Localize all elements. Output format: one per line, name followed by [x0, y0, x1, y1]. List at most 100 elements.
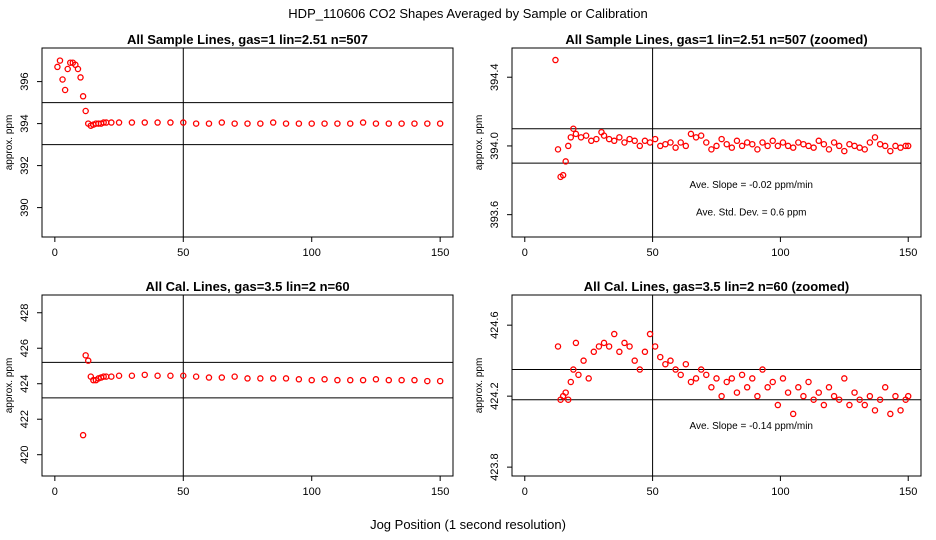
data-point — [74, 65, 82, 73]
data-point — [180, 119, 187, 126]
data-point — [411, 376, 418, 384]
panel-title: All Sample Lines, gas=1 lin=2.51 n=507 (… — [565, 32, 867, 47]
x-tick-label: 100 — [303, 247, 321, 259]
data-point — [800, 392, 807, 400]
data-point — [572, 339, 580, 347]
data-point — [764, 384, 771, 391]
data-point — [856, 396, 863, 403]
data-point — [334, 376, 341, 384]
data-point — [876, 396, 884, 403]
data-point — [692, 375, 700, 382]
data-point — [564, 396, 572, 403]
data-point — [851, 142, 858, 150]
data-point — [759, 366, 766, 373]
data-point — [244, 120, 251, 127]
chart-panel-2: All Sample Lines, gas=1 lin=2.51 n=507 (… — [474, 32, 922, 259]
data-point — [784, 389, 792, 396]
data-point — [567, 134, 575, 141]
data-point — [651, 343, 659, 350]
data-point — [810, 396, 817, 403]
data-point — [784, 142, 792, 150]
x-tick-label: 0 — [52, 486, 58, 498]
data-point — [662, 360, 669, 368]
data-point — [282, 375, 290, 382]
data-point — [754, 146, 761, 153]
x-tick-label: 100 — [771, 247, 789, 259]
data-point — [795, 139, 802, 146]
data-point — [436, 377, 444, 385]
data-point — [167, 119, 174, 126]
y-axis-label: approx. ppm — [474, 115, 485, 171]
data-point — [79, 431, 87, 439]
x-tick-label: 100 — [303, 486, 321, 498]
data-point — [141, 371, 148, 379]
data-point — [815, 137, 823, 145]
data-point — [562, 389, 569, 396]
data-point — [646, 139, 654, 146]
data-point — [600, 339, 608, 347]
data-point — [851, 389, 858, 396]
y-tick-label: 424.2 — [489, 382, 501, 410]
data-point — [667, 357, 674, 364]
data-point — [436, 120, 444, 127]
data-point — [881, 384, 889, 391]
data-point — [257, 120, 264, 127]
data-point — [743, 139, 751, 146]
data-point — [904, 392, 912, 400]
data-point — [100, 119, 107, 126]
data-point — [723, 378, 730, 386]
data-point — [572, 130, 580, 138]
data-point — [718, 135, 725, 143]
data-point — [789, 144, 797, 151]
data-point — [646, 330, 654, 338]
data-point — [154, 372, 161, 379]
y-axis-label: approx. ppm — [4, 358, 15, 414]
data-point — [359, 119, 367, 126]
data-point — [611, 330, 618, 338]
chart-panel-4: All Cal. Lines, gas=3.5 lin=2 n=60 (zoom… — [474, 279, 922, 498]
y-tick-label: 424 — [19, 375, 31, 393]
data-point — [904, 142, 912, 150]
y-tick-label: 424.6 — [489, 311, 501, 339]
data-point — [733, 389, 741, 396]
x-tick-label: 100 — [771, 486, 789, 498]
data-point — [59, 76, 66, 83]
data-point — [154, 119, 161, 126]
data-point — [626, 343, 633, 350]
data-point — [703, 371, 710, 379]
y-tick-label: 423.8 — [489, 453, 501, 481]
data-point — [657, 142, 664, 150]
data-point — [738, 142, 746, 150]
data-point — [79, 93, 87, 100]
data-point — [295, 376, 303, 383]
data-point — [77, 74, 84, 81]
data-point — [641, 137, 649, 145]
data-point — [835, 142, 843, 150]
data-point — [84, 357, 92, 364]
data-point — [424, 377, 431, 385]
y-tick-label: 394.4 — [489, 63, 501, 91]
data-point — [728, 144, 736, 151]
data-point — [667, 139, 674, 146]
y-axis-label: approx. ppm — [4, 115, 15, 171]
data-series — [552, 56, 912, 181]
data-point — [605, 343, 613, 350]
data-point — [128, 119, 136, 126]
data-point — [881, 142, 889, 150]
data-point — [570, 366, 577, 373]
data-point — [67, 59, 74, 66]
data-point — [600, 132, 608, 139]
data-point — [282, 120, 290, 127]
data-point — [820, 401, 828, 409]
data-point — [205, 374, 213, 381]
data-point — [856, 144, 863, 151]
data-point — [841, 147, 848, 155]
data-point — [677, 371, 684, 379]
x-tick-label: 150 — [899, 247, 917, 259]
data-point — [321, 120, 328, 127]
data-point — [108, 373, 115, 380]
data-point — [626, 135, 633, 143]
data-point — [636, 366, 644, 373]
chart-panel-3: All Cal. Lines, gas=3.5 lin=2 n=60 0 50 100… — [4, 279, 454, 498]
data-point — [128, 372, 136, 379]
